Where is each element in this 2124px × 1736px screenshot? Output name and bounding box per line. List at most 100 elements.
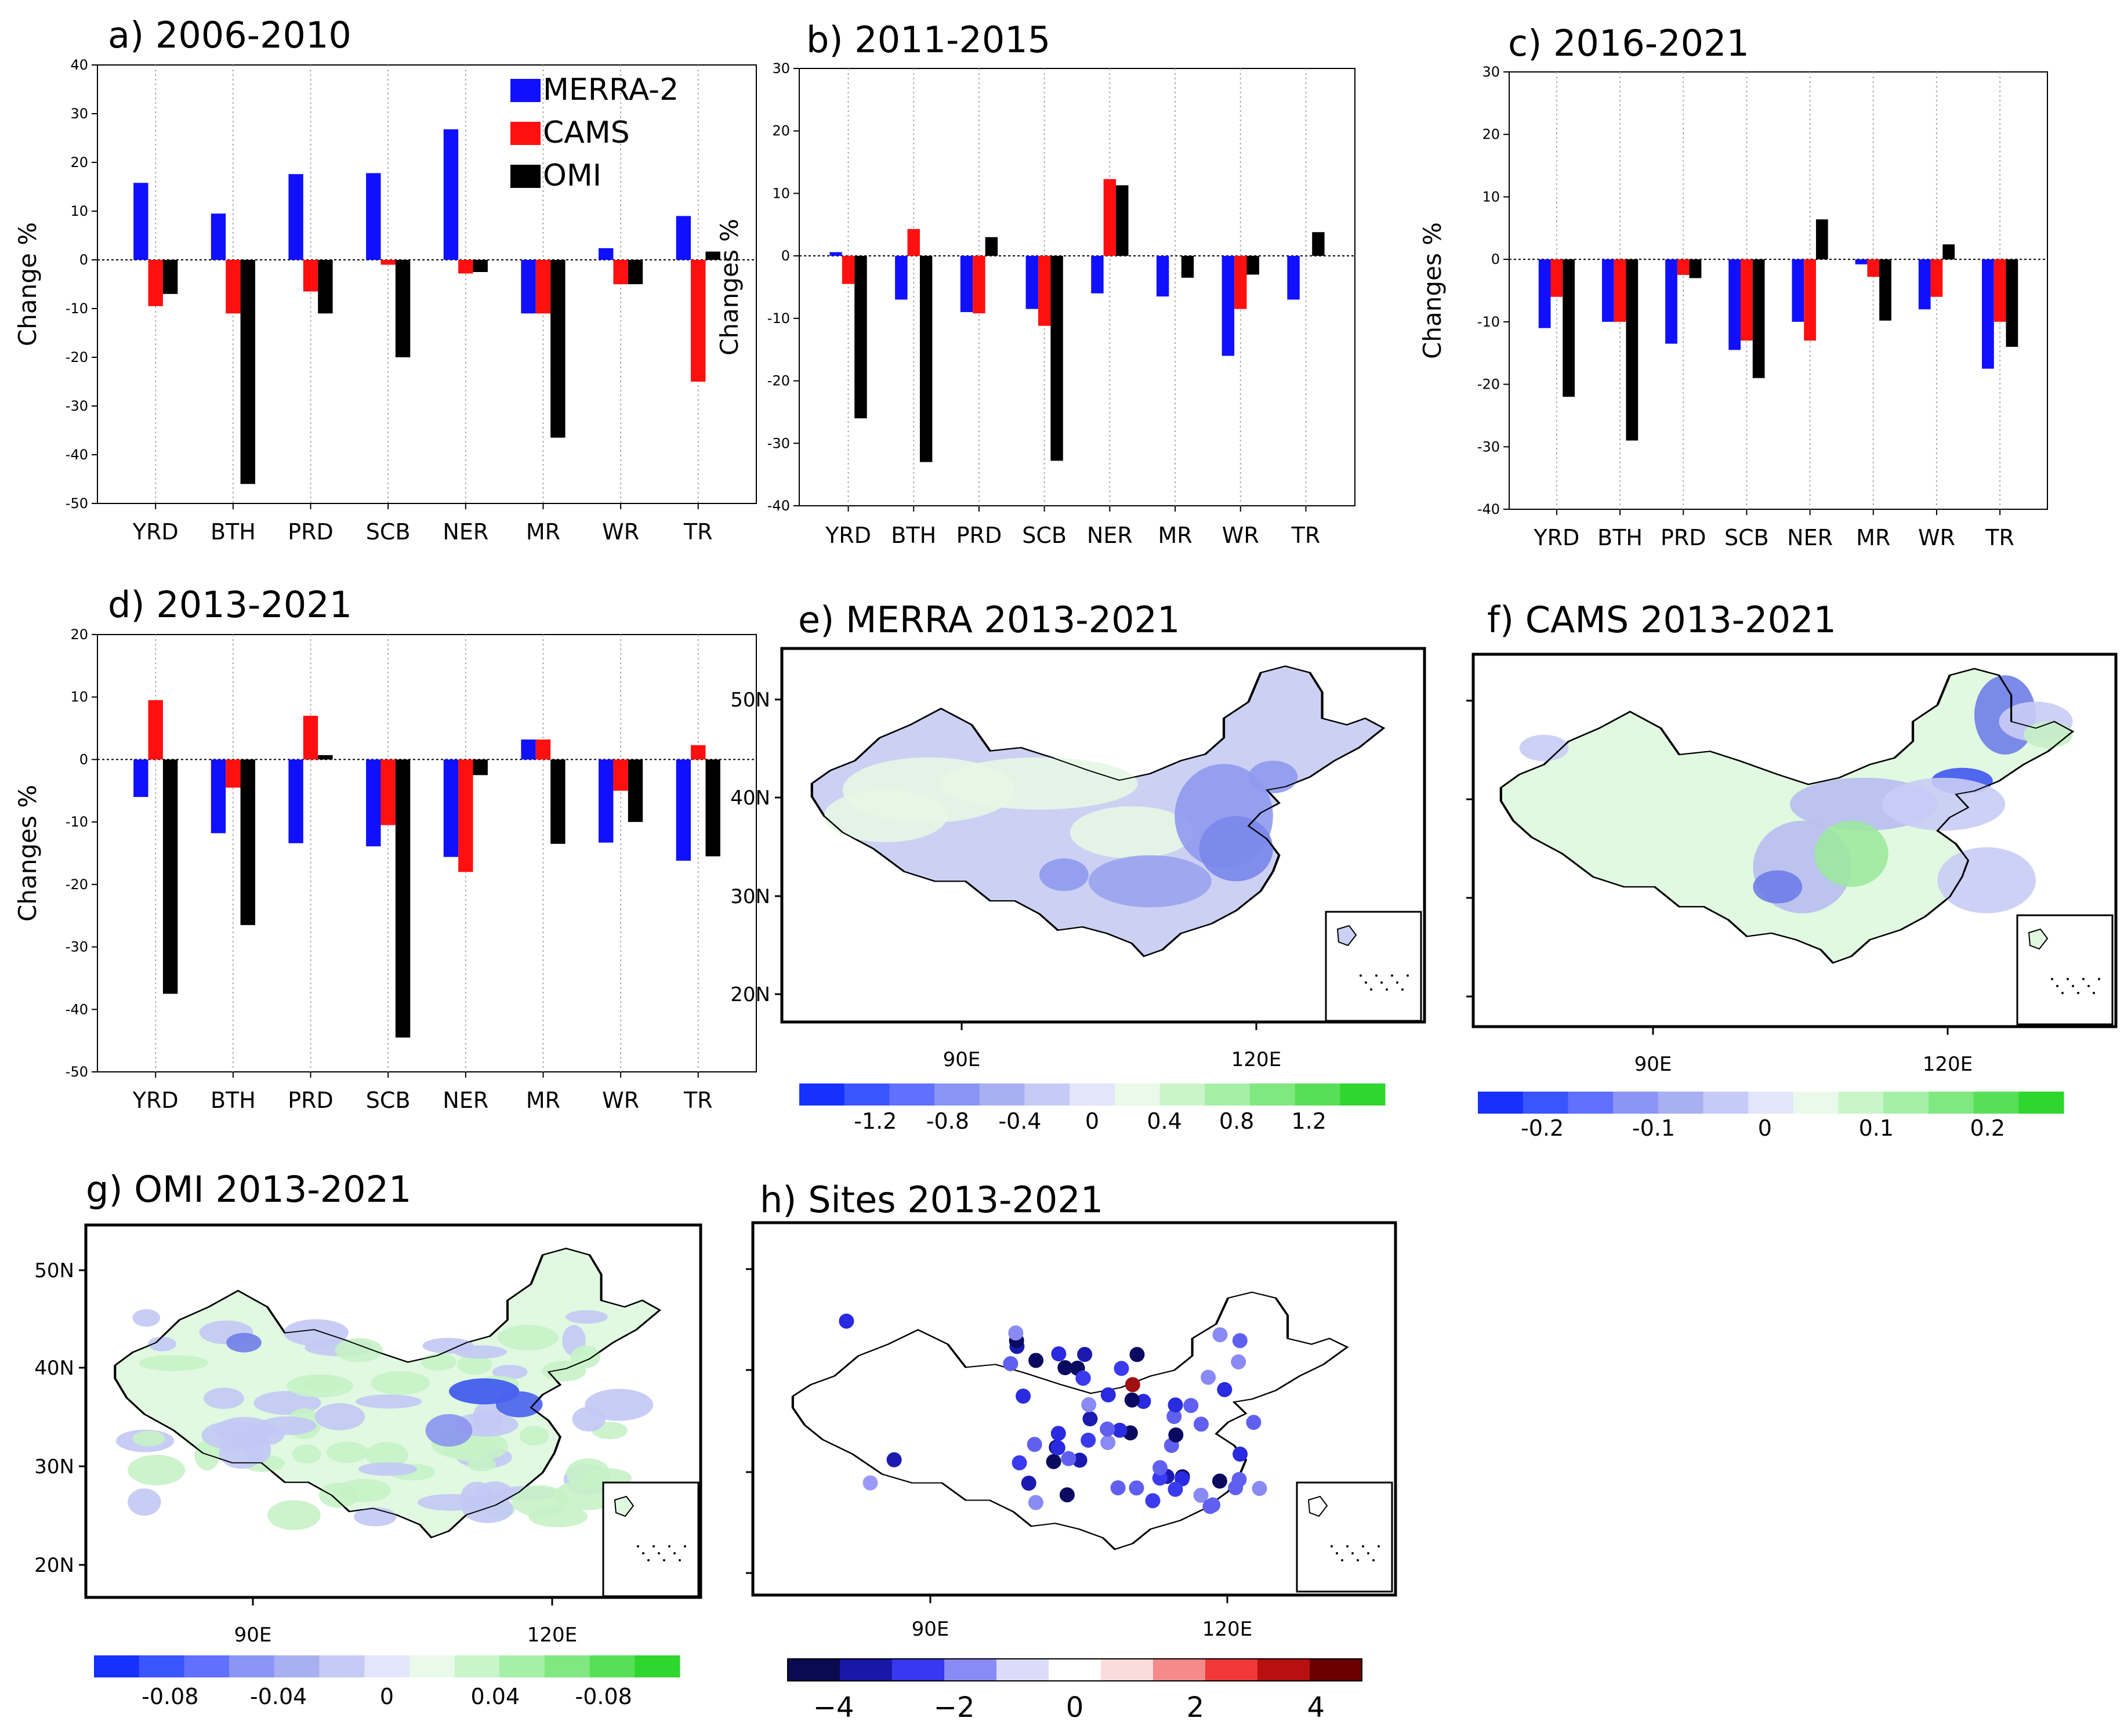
x-tick-label-mr: MR xyxy=(1158,523,1192,548)
site-dot xyxy=(1145,1493,1161,1509)
bar-cams-tr xyxy=(691,260,706,382)
colorbar-bin xyxy=(889,1083,935,1106)
inset-islet xyxy=(1380,981,1383,984)
colorbar-bin xyxy=(544,1655,590,1677)
site-dot xyxy=(1129,1480,1144,1496)
inset-islet xyxy=(663,1559,665,1561)
anomaly-patch xyxy=(147,1336,177,1351)
site-dot xyxy=(1183,1398,1199,1414)
colorbar-label: 0.4 xyxy=(1147,1108,1181,1134)
inset-islet xyxy=(1336,1552,1338,1554)
site-dot xyxy=(1136,1394,1151,1409)
bar-omi-tr xyxy=(705,251,720,260)
bar-merra-2-prd xyxy=(288,759,303,843)
anomaly-patch xyxy=(371,1371,430,1395)
anomaly-patch xyxy=(201,1420,267,1450)
site-dot xyxy=(1112,1422,1128,1438)
site-dot xyxy=(1051,1346,1067,1362)
colorbar-bin xyxy=(1748,1092,1794,1114)
x-tick-label-prd: PRD xyxy=(956,523,1002,548)
colorbar-bin xyxy=(996,1659,1049,1681)
map-area xyxy=(115,1248,659,1537)
anomaly-patch xyxy=(286,1374,354,1398)
anomaly-patch xyxy=(194,1440,220,1470)
inset-islet xyxy=(1396,981,1398,984)
bar-omi-scb xyxy=(395,759,411,1038)
y-tick-label: -30 xyxy=(66,939,88,955)
colorbar-bin xyxy=(934,1083,980,1106)
bar-cams-yrd xyxy=(148,260,163,306)
inset-islet xyxy=(2087,985,2090,987)
inset-islet xyxy=(658,1552,660,1554)
bar-omi-ner xyxy=(473,759,488,775)
anomaly-patch xyxy=(292,1444,321,1464)
y-tick-label: 20 xyxy=(772,123,790,139)
lat-label: 20N xyxy=(730,983,770,1006)
y-tick-label: 10 xyxy=(1482,189,1500,205)
y-tick-label: 0 xyxy=(781,248,790,264)
anomaly-patch xyxy=(425,1414,473,1447)
colorbar-bin xyxy=(454,1655,500,1677)
bar-chart-b: b) 2011-2015 30 20 10 0 -10 -20 -30 -40 Changes %… xyxy=(715,19,1355,548)
bar-omi-bth xyxy=(240,260,255,484)
colorbar-label: -0.8 xyxy=(926,1108,969,1134)
site-dot xyxy=(1166,1409,1182,1425)
colorbar-frame xyxy=(787,1658,1362,1681)
site-dot xyxy=(1231,1354,1246,1369)
panel-title: f) CAMS 2013-2021 xyxy=(1487,599,1836,641)
colorbar-bin xyxy=(1523,1092,1568,1114)
anomaly-patch xyxy=(226,1333,262,1353)
panel-title: b) 2011-2015 xyxy=(806,19,1050,61)
colorbar-bin xyxy=(1159,1083,1205,1106)
colorbar-bin xyxy=(94,1655,140,1677)
site-dot xyxy=(862,1475,878,1491)
bar-cams-ner xyxy=(458,759,473,872)
y-tick-label: -30 xyxy=(66,398,88,414)
bar-merra-2-scb xyxy=(366,759,381,847)
site-dot xyxy=(1050,1426,1066,1441)
anomaly-patch xyxy=(824,790,947,842)
anomaly-patch xyxy=(314,1403,365,1430)
x-tick-label-tr: TR xyxy=(683,519,713,545)
legend-swatch-omi xyxy=(510,165,541,188)
anomaly-patch xyxy=(542,1361,586,1382)
anomaly-patch xyxy=(132,1430,165,1447)
y-axis-label: Changes % xyxy=(715,219,744,356)
x-tick-label-ner: NER xyxy=(1087,523,1133,548)
anomaly-patch xyxy=(128,1488,161,1516)
x-tick-label-wr: WR xyxy=(602,519,639,545)
x-tick-label-ner: NER xyxy=(443,1088,488,1113)
bar-omi-prd xyxy=(318,260,333,314)
x-tick-label-prd: PRD xyxy=(288,1088,334,1113)
colorbar-bin xyxy=(840,1659,893,1681)
bar-omi-mr xyxy=(1879,259,1891,321)
inset-islet xyxy=(2098,978,2100,980)
bar-omi-ner xyxy=(1815,219,1828,260)
site-dot xyxy=(1003,1356,1018,1371)
bar-merra-2-scb xyxy=(1025,256,1038,309)
site-dot xyxy=(1050,1440,1065,1456)
colorbar-bin xyxy=(409,1655,455,1677)
inset-islet xyxy=(1357,1559,1359,1561)
site-dot xyxy=(1252,1481,1267,1496)
site-dot xyxy=(1201,1369,1216,1385)
map-area xyxy=(1501,669,2073,963)
bar-merra-2-yrd xyxy=(133,759,148,798)
bar-cams-mr xyxy=(535,260,551,314)
x-tick-label-tr: TR xyxy=(683,1088,713,1113)
anomaly-patch xyxy=(454,1345,507,1359)
anomaly-patch xyxy=(519,1426,549,1446)
x-tick-label-scb: SCB xyxy=(1724,525,1769,550)
colorbar-label: 0 xyxy=(380,1684,394,1709)
colorbar-bin xyxy=(1114,1083,1161,1106)
bar-merra-2-ner xyxy=(1792,259,1804,322)
legend: MERRA-2 CAMS OMI xyxy=(510,73,679,193)
x-tick-label-tr: TR xyxy=(1985,525,2014,550)
y-axis-label: Changes % xyxy=(13,785,42,922)
x-tick-label-bth: BTH xyxy=(891,523,936,548)
colorbar-bin xyxy=(844,1083,890,1106)
anomaly-patch xyxy=(259,1416,317,1436)
anomaly-patch xyxy=(358,1462,418,1476)
site-dot xyxy=(1021,1476,1036,1491)
inset-islet xyxy=(1375,974,1378,977)
